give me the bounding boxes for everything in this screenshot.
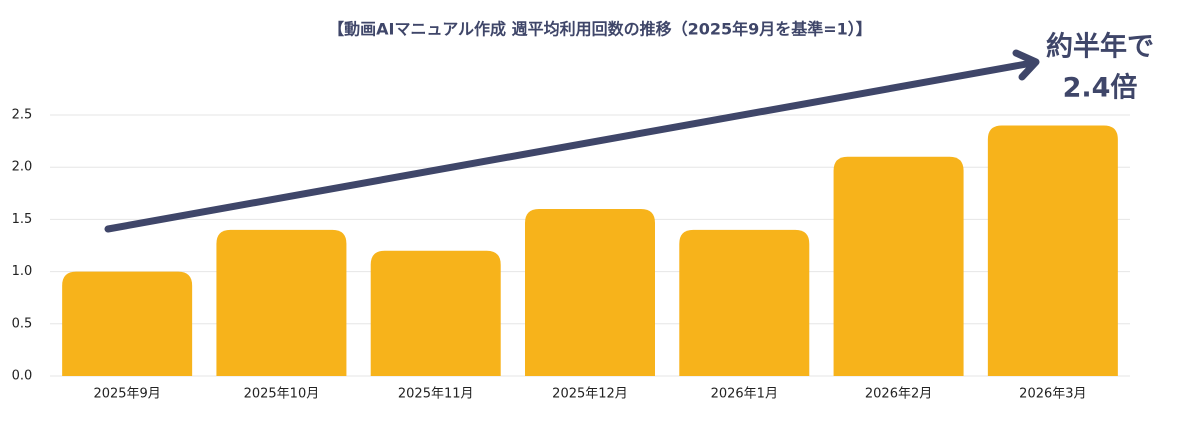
chart-title: 【動画AIマニュアル作成 週平均利用回数の推移（2025年9月を基準=1）】 <box>328 20 872 39</box>
x-tick-label: 2025年11月 <box>398 387 474 402</box>
x-tick-label: 2025年9月 <box>93 387 160 402</box>
y-tick-label: 0.5 <box>12 316 33 331</box>
y-tick-label: 2.0 <box>12 160 33 175</box>
x-tick-label: 2026年1月 <box>711 387 778 402</box>
annotation: 2.4倍 <box>1063 72 1138 104</box>
x-tick-label: 2025年12月 <box>552 387 628 402</box>
bar <box>833 156 964 376</box>
bar <box>216 229 347 376</box>
bar <box>62 271 193 376</box>
y-tick-label: 1.5 <box>12 212 33 227</box>
bar <box>370 250 501 376</box>
x-tick-label: 2026年2月 <box>865 387 932 402</box>
plot-area: 0.0 0.5 1.0 1.5 2.0 2.5 2025年9月 2025年10月 2025年11… <box>12 108 1130 402</box>
bar <box>679 229 810 376</box>
y-tick-label: 2.5 <box>12 108 33 123</box>
annotation: 約半年で <box>1046 31 1154 63</box>
x-tick-label: 2025年10月 <box>244 387 320 402</box>
y-tick-label: 1.0 <box>12 264 33 279</box>
bar <box>525 208 655 376</box>
arrow-head <box>1012 49 1040 81</box>
y-tick-label: 0.0 <box>12 369 33 384</box>
trend-arrow <box>104 59 1036 233</box>
bar <box>987 125 1118 376</box>
x-tick-label: 2026年3月 <box>1019 387 1086 402</box>
